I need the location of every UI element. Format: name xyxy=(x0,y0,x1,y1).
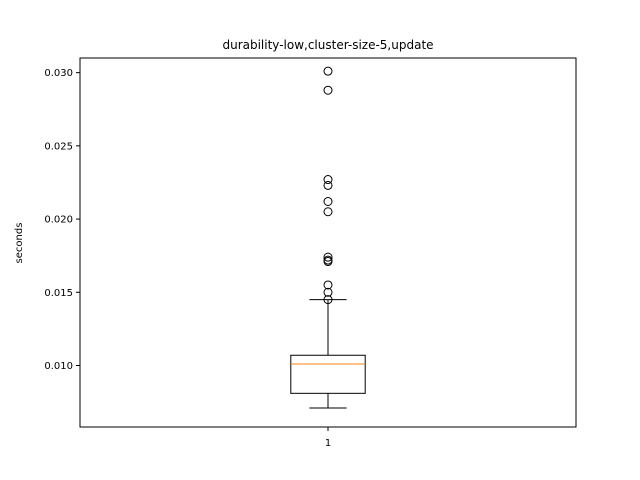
outlier-point xyxy=(323,295,333,305)
outlier-point xyxy=(323,85,333,95)
axes-frame xyxy=(79,57,577,428)
y-tick-label: 0.020 xyxy=(44,215,73,226)
y-tick-label: 0.025 xyxy=(44,141,73,152)
outlier-point xyxy=(323,252,333,262)
y-tick-label: 0.015 xyxy=(44,288,73,299)
plot-area: 0.010 0.015 0.020 0.025 0.030 1 xyxy=(44,66,366,449)
chart-title: durability-low,cluster-size-5,update xyxy=(222,38,433,52)
x-tick-label: 1 xyxy=(325,438,331,449)
y-tick-label: 0.010 xyxy=(44,361,73,372)
y-tick-label: 0.030 xyxy=(44,68,73,79)
outlier-point xyxy=(323,197,333,206)
outlier-point xyxy=(323,280,333,290)
outlier-point xyxy=(323,180,333,190)
outlier-point xyxy=(323,175,333,185)
outlier-point xyxy=(323,66,333,76)
outlier-point xyxy=(323,287,333,297)
outlier-point xyxy=(323,207,333,217)
y-axis-label: seconds xyxy=(14,223,25,264)
iqr-box xyxy=(290,354,366,394)
outlier-point xyxy=(323,255,333,265)
